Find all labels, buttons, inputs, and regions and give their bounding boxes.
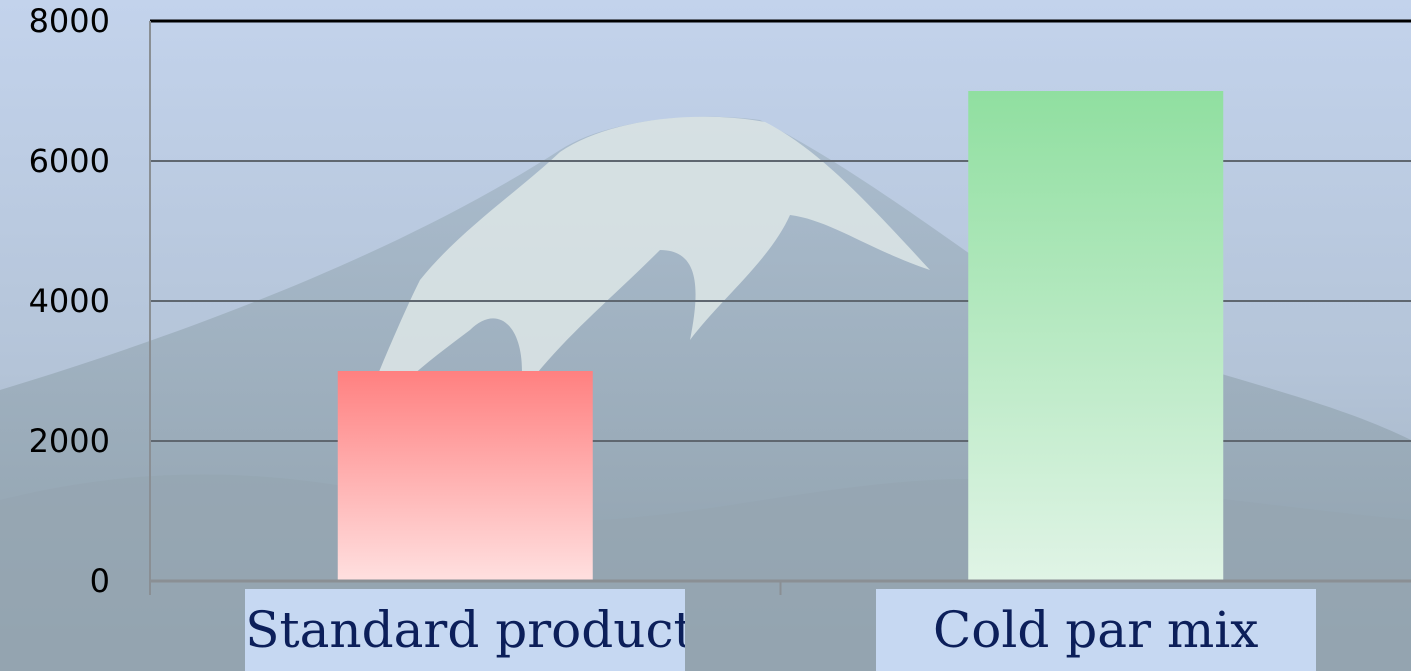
category-label: Standard product (245, 589, 686, 671)
category-label: Cold par mix (875, 589, 1316, 671)
bar-2 (968, 91, 1224, 581)
y-tick-label: 6000 (29, 142, 110, 180)
axes (149, 19, 1411, 595)
y-tick-label: 0 (90, 562, 110, 600)
y-tick-label: 4000 (29, 282, 110, 320)
mountain-snowcap (350, 116, 930, 440)
bars (337, 91, 1224, 581)
y-tick-label: 2000 (29, 422, 110, 460)
y-tick-label: 8000 (29, 2, 110, 40)
bar-1 (337, 371, 593, 581)
y-tick-labels: 0 2000 4000 6000 8000 (29, 2, 110, 600)
